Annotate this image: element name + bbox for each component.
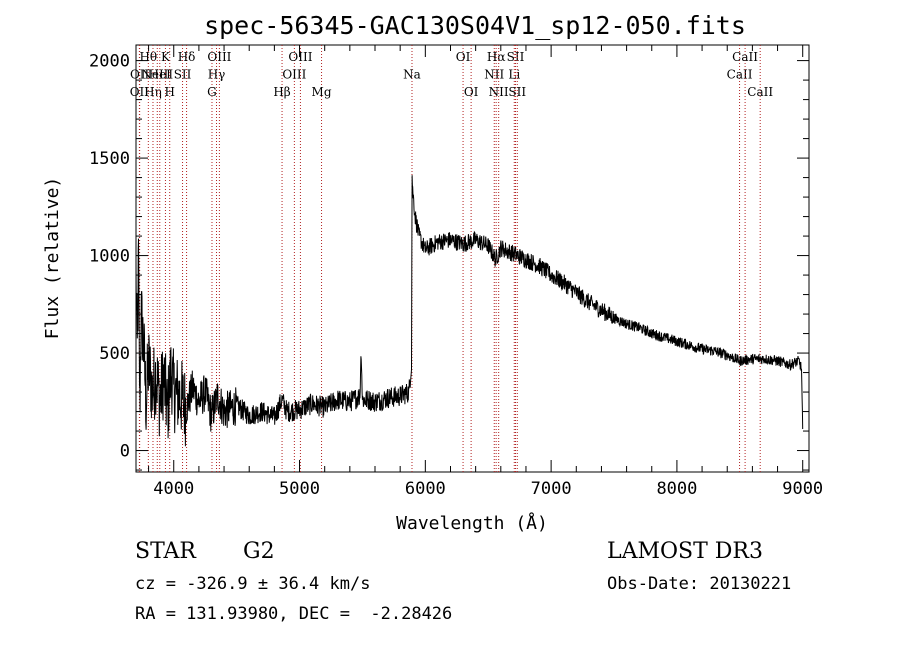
line-label-hδ: Hδ [178,50,196,64]
cz-unit: km/s [319,574,371,594]
line-label-nii: NII [489,85,509,99]
line-label-hei: HeI [149,68,172,82]
line-label-nii: NII [484,68,504,82]
line-label-hη: Hη [144,85,162,99]
line-label-oii: OII [130,68,150,82]
x-axis-label: Wavelength (Å) [396,512,548,534]
line-label-k: K [161,50,171,64]
observation-date: Obs-Date: 20130221 [607,574,792,594]
x-tick-label: 8000 [656,479,697,499]
line-label-caii: CaII [732,50,758,64]
y-tick-label: 1500 [89,149,130,169]
cz-value: -326.9 [186,574,248,594]
line-label-caii: CaII [727,68,753,82]
x-tick-label: 4000 [153,479,194,499]
line-label-na: Na [403,68,421,82]
line-label-li: Li [508,68,520,82]
y-tick-label: 0 [120,442,130,462]
line-label-h: H [164,85,174,99]
chart-title: spec-56345-GAC130S04V1_sp12-050.fits [204,11,746,40]
plot-frame [135,44,810,473]
x-tick-label: 9000 [782,479,823,499]
redshift-line: cz = -326.9 ± 36.4 km/s [135,574,370,594]
plot-area: OIIOIIHθHηNeIIIHeIKHSIIHδGHγOIIIHβOIIIOI… [89,44,823,499]
line-label-hβ: Hβ [273,85,290,99]
spectrum-line [135,175,804,447]
line-label-oi: OI [464,85,479,99]
y-axis-label: Flux (relative) [42,177,63,340]
line-label-oi: OI [456,50,471,64]
x-tick-label: 7000 [531,479,572,499]
line-label-hθ: Hθ [139,50,157,64]
line-label-oiii: OIII [207,50,231,64]
y-tick-label: 1000 [89,247,130,267]
coordinates: RA = 131.93980, DEC = -2.28426 [135,604,453,624]
cz-label: cz = [135,574,187,594]
line-label-oiii: OIII [282,68,306,82]
line-label-oiii: OIII [288,50,312,64]
object-type: STAR [135,539,196,564]
line-label-sii: SII [508,85,526,99]
x-tick-label: 5000 [279,479,320,499]
line-label-caii: CaII [747,85,773,99]
object-subclass: G2 [243,539,275,564]
line-label-sii: SII [507,50,525,64]
survey-name: LAMOST DR3 [607,539,763,564]
line-label-g: G [207,85,217,99]
y-tick-label: 2000 [89,52,130,72]
x-tick-label: 6000 [405,479,446,499]
cz-error: 36.4 [278,574,320,594]
line-label-hγ: Hγ [208,68,226,82]
line-label-hα: Hα [487,50,506,64]
line-label-mg: Mg [312,85,332,99]
cz-plus-minus: ± [247,574,279,594]
line-label-oii: OII [130,85,150,99]
y-tick-label: 500 [99,344,130,364]
line-label-sii: SII [174,68,192,82]
